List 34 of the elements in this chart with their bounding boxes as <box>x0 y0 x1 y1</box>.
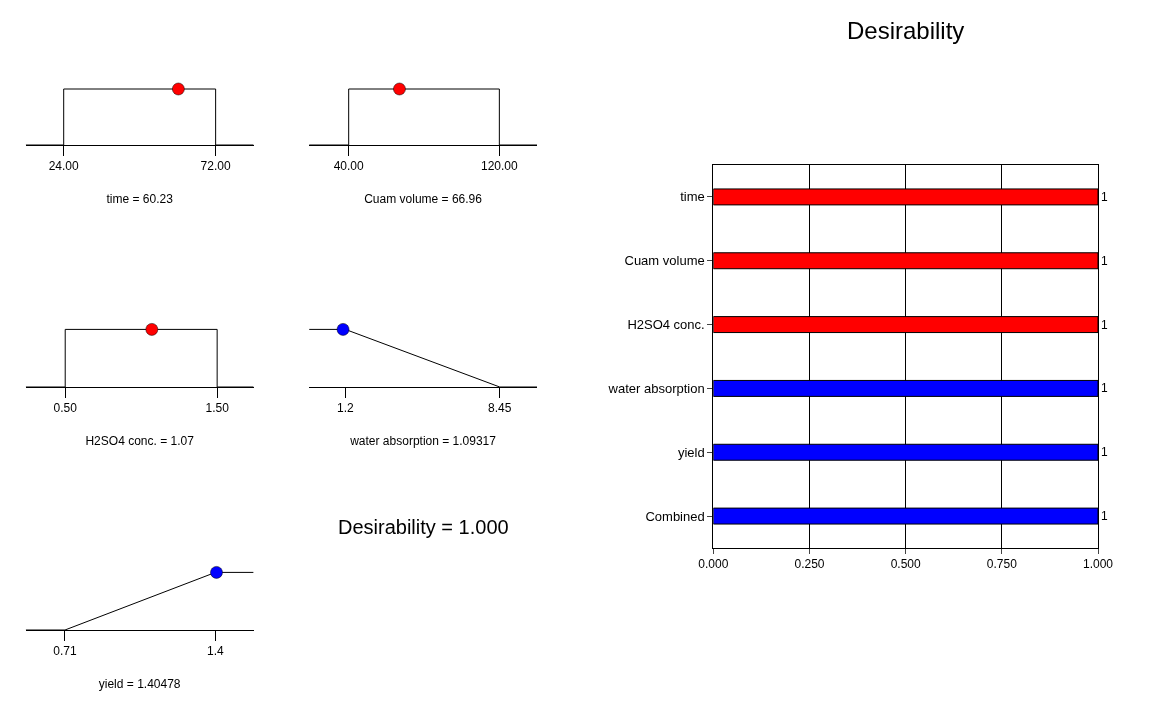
x-axis-title: Cuam volume = 66.96 <box>364 192 483 207</box>
x-tick-label: 1.000 <box>1083 557 1114 572</box>
y-tick-label: yield <box>677 444 705 460</box>
x-tick-label: 0.250 <box>794 557 825 572</box>
x-axis-title: H2SO4 conc. = 1.07 <box>85 434 195 449</box>
text: Desirability = 1.000 <box>338 516 509 538</box>
chart-title: Desirability <box>847 17 965 44</box>
x-axis-title: water absorption = 1.09317 <box>349 434 497 449</box>
x-tick-label: 40.00 <box>333 159 365 174</box>
data-label: 1 <box>1101 445 1109 460</box>
x-tick-label: 0.71 <box>53 644 77 659</box>
y-tick-label: water absorption <box>607 380 705 396</box>
data-label: 1 <box>1101 253 1109 268</box>
x-tick-label: 0.50 <box>53 401 78 416</box>
x-tick-label: 8.45 <box>488 401 512 416</box>
data-label: 1 <box>1101 509 1109 524</box>
x-tick-label: 1.4 <box>207 644 225 659</box>
data-label: 1 <box>1101 189 1109 204</box>
x-tick-label: 1.2 <box>336 401 354 416</box>
x-tick-label: 1.50 <box>205 401 230 416</box>
y-tick-label: H2SO4 conc. <box>627 317 705 333</box>
y-tick-label: Cuam volume <box>624 253 705 269</box>
x-tick-label: 0.000 <box>698 557 729 572</box>
x-tick-label: 0.750 <box>986 557 1018 572</box>
y-tick-label: Combined <box>645 508 705 524</box>
x-tick-label: 24.00 <box>48 159 80 174</box>
data-label: 1 <box>1101 317 1109 332</box>
y-tick-label: time <box>680 189 705 205</box>
x-tick-label: 72.00 <box>200 159 231 174</box>
x-axis-title: yield = 1.40478 <box>98 677 181 692</box>
x-tick-label: 120.00 <box>481 159 519 174</box>
x-tick-label: 0.500 <box>890 557 921 572</box>
data-label: 1 <box>1101 381 1109 396</box>
x-axis-title: time = 60.23 <box>106 192 174 207</box>
